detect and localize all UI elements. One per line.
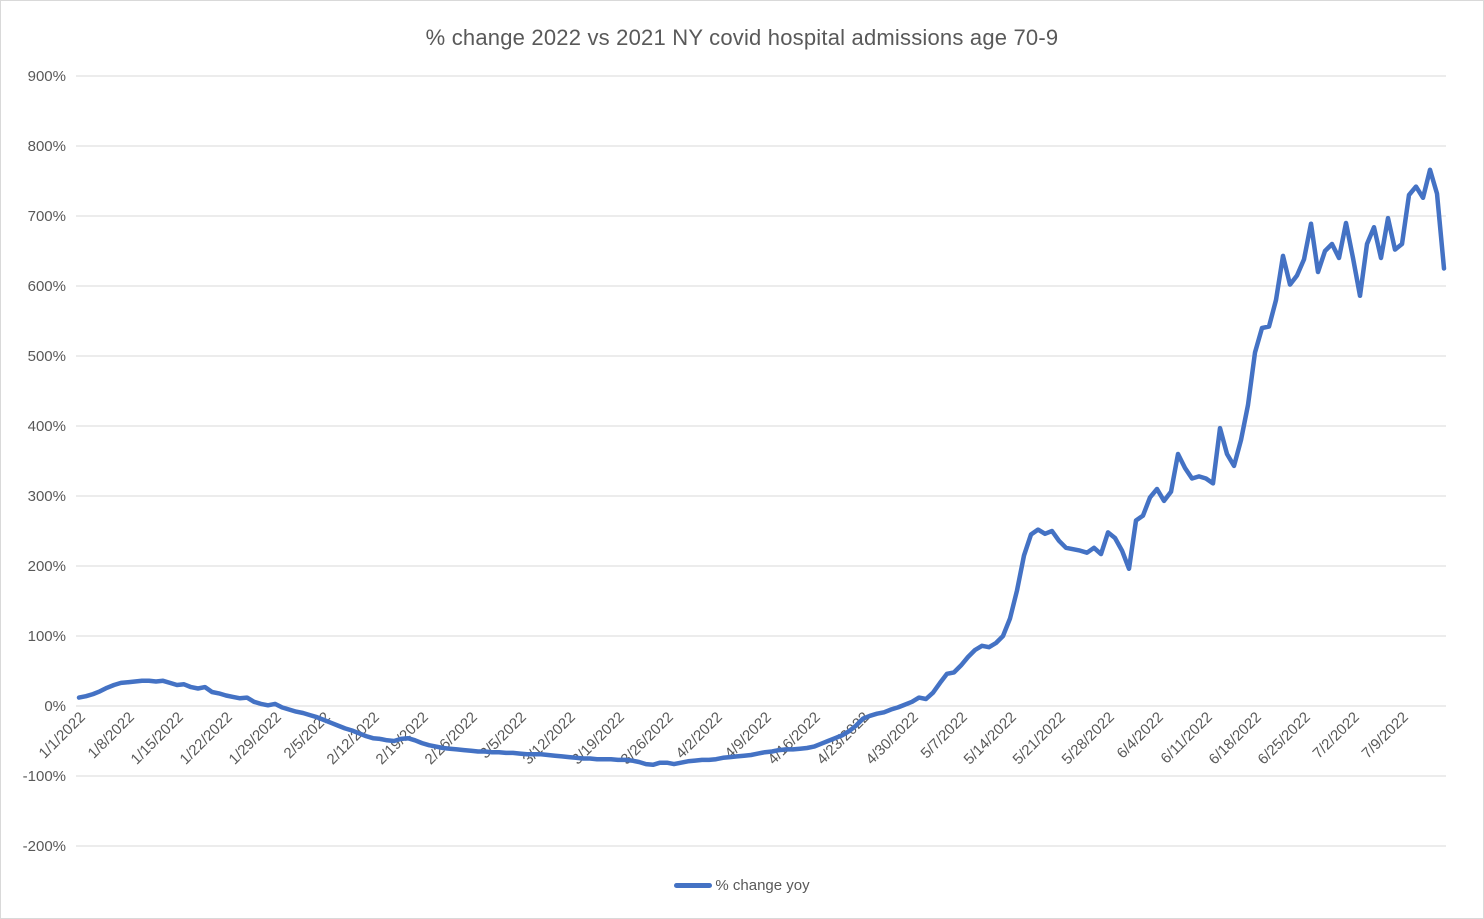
y-axis-tick-label: -200% (23, 838, 66, 855)
y-axis-tick-label: -100% (23, 768, 66, 785)
x-axis-tick-label: 6/18/2022 (1206, 709, 1265, 768)
y-axis-tick-label: 600% (28, 278, 66, 295)
x-axis-tick-label: 1/1/2022 (36, 709, 89, 762)
series-line-pct-change-yoy (76, 167, 1447, 768)
x-axis-tick-label: 1/29/2022 (226, 709, 285, 768)
y-axis-tick-label: 800% (28, 138, 66, 155)
y-axis-tick-label: 300% (28, 488, 66, 505)
x-axis-tick-label: 5/21/2022 (1010, 709, 1069, 768)
legend-line-swatch (674, 883, 713, 888)
y-axis-tick-label: 100% (28, 628, 66, 645)
y-axis-tick-label: 700% (28, 208, 66, 225)
y-axis-tick-label: 0% (44, 698, 66, 715)
x-axis-tick-label: 4/2/2022 (673, 709, 726, 762)
y-axis-tick-label: 200% (28, 558, 66, 575)
x-axis-tick-label: 5/28/2022 (1059, 709, 1118, 768)
x-axis-tick-label: 7/9/2022 (1359, 709, 1412, 762)
y-axis-tick-label: 500% (28, 348, 66, 365)
x-axis-tick-label: 4/16/2022 (765, 709, 824, 768)
y-axis-tick-label: 900% (28, 68, 66, 85)
x-axis-tick-label: 1/22/2022 (177, 709, 236, 768)
x-axis-tick-label: 7/2/2022 (1310, 709, 1363, 762)
y-axis-tick-label: 400% (28, 418, 66, 435)
legend-label: % change yoy (715, 877, 810, 894)
x-axis-tick-label: 5/14/2022 (961, 709, 1020, 768)
legend: % change yoy (1, 877, 1483, 894)
chart-title: % change 2022 vs 2021 NY covid hospital … (425, 25, 1059, 50)
x-axis-tick-label: 2/26/2022 (422, 709, 481, 768)
x-axis-tick-label: 1/15/2022 (128, 709, 187, 768)
x-axis-tick-label: 6/25/2022 (1255, 709, 1314, 768)
